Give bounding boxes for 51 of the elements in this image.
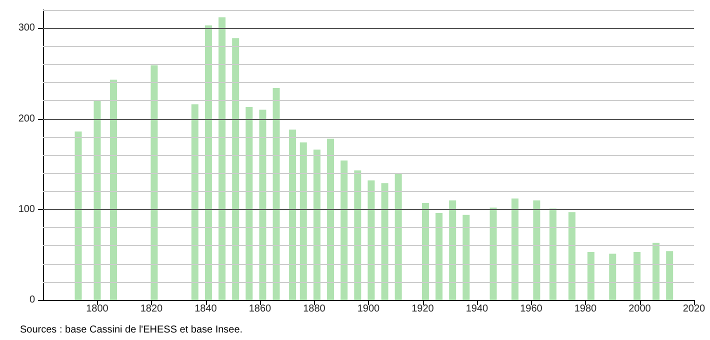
bar	[381, 183, 388, 300]
x-tick-label: 1920	[412, 304, 434, 314]
bar	[218, 17, 226, 300]
bar	[259, 110, 266, 300]
bar	[232, 38, 240, 300]
bar	[74, 131, 82, 300]
bar	[449, 200, 456, 300]
bar	[204, 25, 212, 300]
bar	[609, 254, 616, 300]
y-tick-label: 100	[18, 204, 36, 215]
source-note: Sources : base Cassini de l'EHESS et base Insee.	[20, 324, 243, 336]
bar	[94, 100, 101, 300]
bar	[394, 173, 402, 300]
x-tick-label: 1800	[86, 304, 109, 314]
bar	[490, 208, 497, 300]
bar	[549, 208, 556, 300]
bar	[511, 198, 518, 300]
bar	[568, 212, 576, 300]
bar	[533, 200, 540, 300]
bar	[354, 170, 362, 300]
bar	[272, 88, 280, 300]
y-tick-label: 300	[18, 22, 36, 34]
x-tick-label: 1820	[140, 304, 164, 314]
bar	[666, 251, 674, 300]
x-tick-label: 2000	[628, 304, 652, 314]
x-tick-label: 1880	[303, 304, 326, 314]
x-tick-label: 1940	[466, 304, 489, 314]
x-tick-label: 1980	[574, 304, 598, 314]
x-tick-label: 1840	[194, 304, 218, 314]
x-tick-label: 1860	[248, 304, 272, 314]
bar	[289, 130, 296, 300]
bar	[327, 138, 334, 300]
y-tick-label: 200	[18, 113, 36, 124]
bar	[300, 142, 307, 300]
bar	[150, 65, 158, 300]
bar	[462, 214, 470, 300]
bar	[587, 252, 594, 300]
bar	[652, 242, 660, 300]
x-tick-label: 1960	[520, 304, 543, 314]
bar	[313, 150, 320, 300]
bar	[340, 160, 348, 300]
bar	[634, 252, 641, 300]
bar	[191, 104, 198, 300]
bar	[246, 106, 253, 300]
bar	[368, 180, 375, 300]
x-tick-label: 2020	[682, 304, 706, 314]
bar	[110, 80, 118, 300]
bar	[436, 213, 443, 300]
bar	[422, 203, 429, 300]
y-tick-label: 0	[29, 294, 36, 306]
x-tick-label: 1900	[357, 304, 380, 314]
